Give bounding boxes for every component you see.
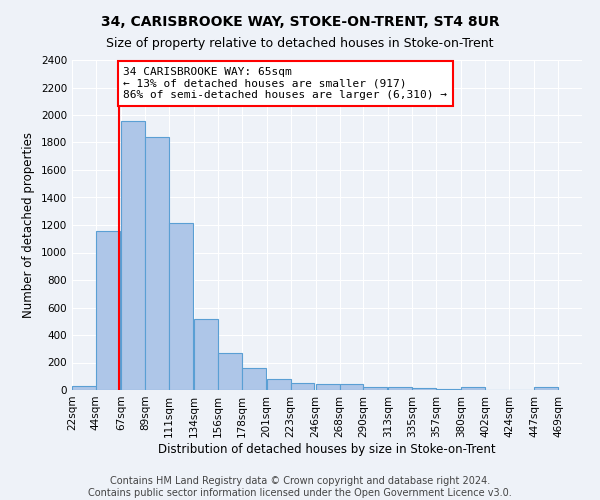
Bar [364,387,388,390]
Bar [461,387,485,390]
Bar [194,319,218,390]
Bar [388,387,412,390]
Bar [316,384,340,390]
Text: 34, CARISBROOKE WAY, STOKE-ON-TRENT, ST4 8UR: 34, CARISBROOKE WAY, STOKE-ON-TRENT, ST4… [101,15,499,29]
Bar [266,378,290,390]
Text: 34 CARISBROOKE WAY: 65sqm
← 13% of detached houses are smaller (917)
86% of semi: 34 CARISBROOKE WAY: 65sqm ← 13% of detac… [123,67,447,100]
Bar [218,353,242,390]
Bar [72,386,96,390]
Bar [242,368,266,390]
Bar [534,387,558,390]
Y-axis label: Number of detached properties: Number of detached properties [22,132,35,318]
X-axis label: Distribution of detached houses by size in Stoke-on-Trent: Distribution of detached houses by size … [158,442,496,456]
Bar [169,223,193,390]
Bar [145,137,169,390]
Bar [121,120,145,390]
Bar [290,383,314,390]
Bar [412,388,436,390]
Text: Size of property relative to detached houses in Stoke-on-Trent: Size of property relative to detached ho… [106,38,494,51]
Bar [340,384,364,390]
Bar [96,231,120,390]
Text: Contains HM Land Registry data © Crown copyright and database right 2024.
Contai: Contains HM Land Registry data © Crown c… [88,476,512,498]
